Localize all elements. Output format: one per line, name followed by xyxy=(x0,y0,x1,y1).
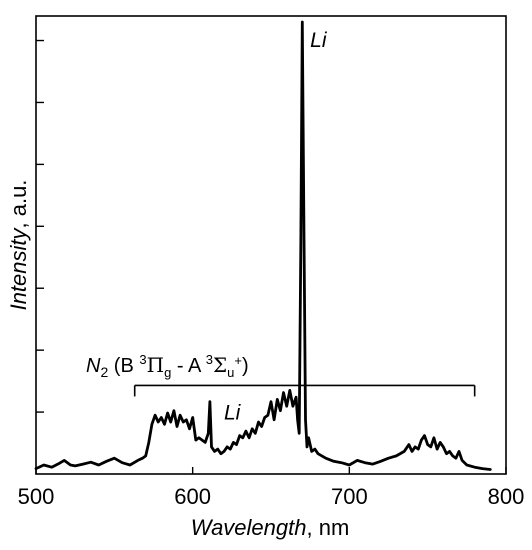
x-axis-ticks xyxy=(35,467,507,474)
x-axis-label: Wavelength, nm xyxy=(191,515,350,540)
n2-open: (B xyxy=(108,355,139,377)
x-axis-label-unit: , nm xyxy=(306,515,349,540)
x-tick-label-1: 600 xyxy=(174,484,211,509)
n2-molecule: N xyxy=(86,355,101,377)
n2-band-label: N2 (B 3Πg - A 3Σu+) xyxy=(86,352,249,380)
state2-multiplicity: 3 xyxy=(206,352,213,367)
n2-close: ) xyxy=(242,355,249,377)
y-axis-label-quantity: Intensity xyxy=(6,226,31,310)
plot-frame xyxy=(35,15,507,475)
x-tick-label-2: 700 xyxy=(331,484,368,509)
y-axis-label: Intensity, a.u. xyxy=(6,180,31,311)
state1-symbol: Π xyxy=(147,353,164,377)
li-peak-label-main: Li xyxy=(310,29,328,52)
n2-molecule-subscript: 2 xyxy=(100,364,108,380)
y-axis-ticks xyxy=(36,39,44,413)
state2-subscript: u xyxy=(227,365,234,380)
x-axis-label-quantity: Wavelength xyxy=(191,515,307,540)
y-axis-label-unit: , a.u. xyxy=(6,180,31,229)
state1-multiplicity: 3 xyxy=(139,352,146,367)
x-tick-label-3: 800 xyxy=(488,484,525,509)
n2-mid: - A xyxy=(171,355,205,377)
x-axis-tick-labels: 500 600 700 800 xyxy=(18,484,525,509)
emission-spectrum-line xyxy=(34,20,492,471)
state1-subscript: g xyxy=(164,365,171,380)
li-peak-label-secondary: Li xyxy=(224,402,242,425)
state2-symbol: Σ xyxy=(213,353,227,377)
state2-parity: + xyxy=(234,353,242,368)
x-tick-label-0: 500 xyxy=(18,484,55,509)
